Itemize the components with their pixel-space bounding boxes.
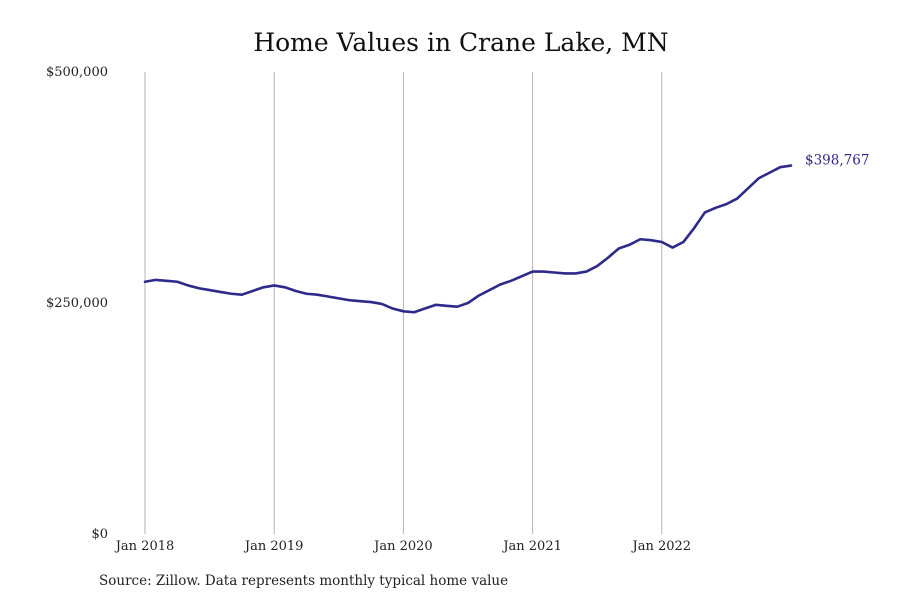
end-value-label: $398,767 xyxy=(805,153,869,169)
x-tick-label: Jan 2020 xyxy=(372,539,433,554)
y-tick-label: $0 xyxy=(91,527,108,542)
x-tick-label: Jan 2022 xyxy=(631,539,692,554)
series-area: $398,767 xyxy=(143,153,869,314)
y-tick-label: $500,000 xyxy=(46,65,108,80)
source-note: Source: Zillow. Data represents monthly … xyxy=(99,573,508,589)
y-axis: $0 $250,000 $500,000 xyxy=(46,65,108,542)
y-tick-label: $250,000 xyxy=(46,296,108,311)
x-tick-label: Jan 2021 xyxy=(501,539,562,554)
series-line xyxy=(143,164,793,314)
x-axis: Jan 2018 Jan 2019 Jan 2020 Jan 2021 Jan 2022 xyxy=(114,539,691,554)
x-tick-label: Jan 2019 xyxy=(243,539,304,554)
grid-lines xyxy=(144,72,663,534)
x-tick-label: Jan 2018 xyxy=(114,539,175,554)
chart-title: Home Values in Crane Lake, MN xyxy=(253,28,668,57)
